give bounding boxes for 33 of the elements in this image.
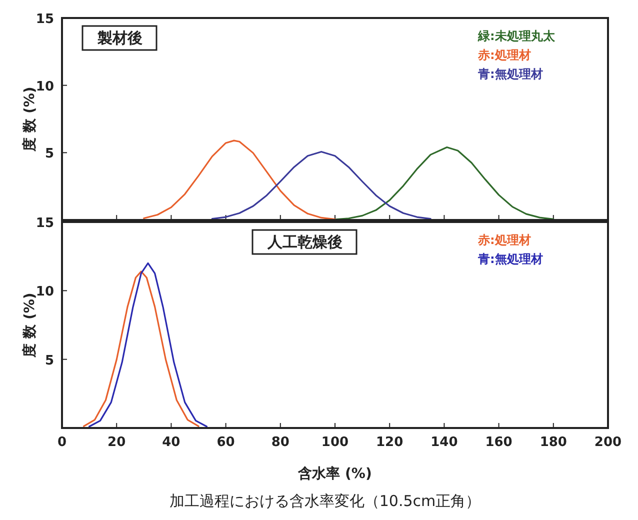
y-axis-title: 度 数 (%) (21, 86, 38, 152)
x-tick-label: 20 (108, 435, 126, 450)
x-tick-label: 40 (162, 435, 180, 450)
text: 青:無処理材 (477, 67, 543, 81)
y-tick-label: 5 (44, 353, 54, 368)
y-tick-label: 10 (36, 284, 54, 300)
line-series (334, 146, 554, 220)
x-tick-label: 180 (540, 435, 567, 450)
x-tick-label: 140 (430, 435, 458, 450)
y-tick-label: 10 (36, 79, 54, 94)
line-series (88, 262, 208, 428)
text: 赤:処理材 (477, 48, 531, 62)
y-tick-label: 15 (36, 216, 54, 231)
x-tick-label: 0 (57, 435, 67, 450)
line-series (143, 140, 336, 220)
text: 加工過程における含水率変化（10.5cm正角） (169, 492, 481, 510)
y-tick-label: 5 (44, 146, 54, 162)
x-axis-title: 含水率 (%) (297, 465, 372, 482)
text: 人工乾燥後 (266, 233, 342, 251)
y-tick-label: 15 (36, 12, 54, 27)
text: 製材後 (96, 29, 142, 47)
x-tick-label: 80 (271, 435, 290, 450)
line-series (211, 150, 432, 220)
line-series (83, 270, 200, 428)
text: 緑:未処理丸太 (477, 29, 556, 43)
text: 赤:処理材 (477, 233, 531, 247)
y-axis-title: 度 数 (%) (21, 292, 38, 358)
x-tick-label: 160 (485, 435, 512, 450)
x-tick-label: 100 (321, 435, 349, 450)
text: 青:無処理材 (477, 252, 543, 266)
x-tick-label: 60 (216, 435, 235, 450)
x-tick-label: 200 (594, 435, 622, 450)
x-tick-label: 120 (376, 435, 404, 450)
